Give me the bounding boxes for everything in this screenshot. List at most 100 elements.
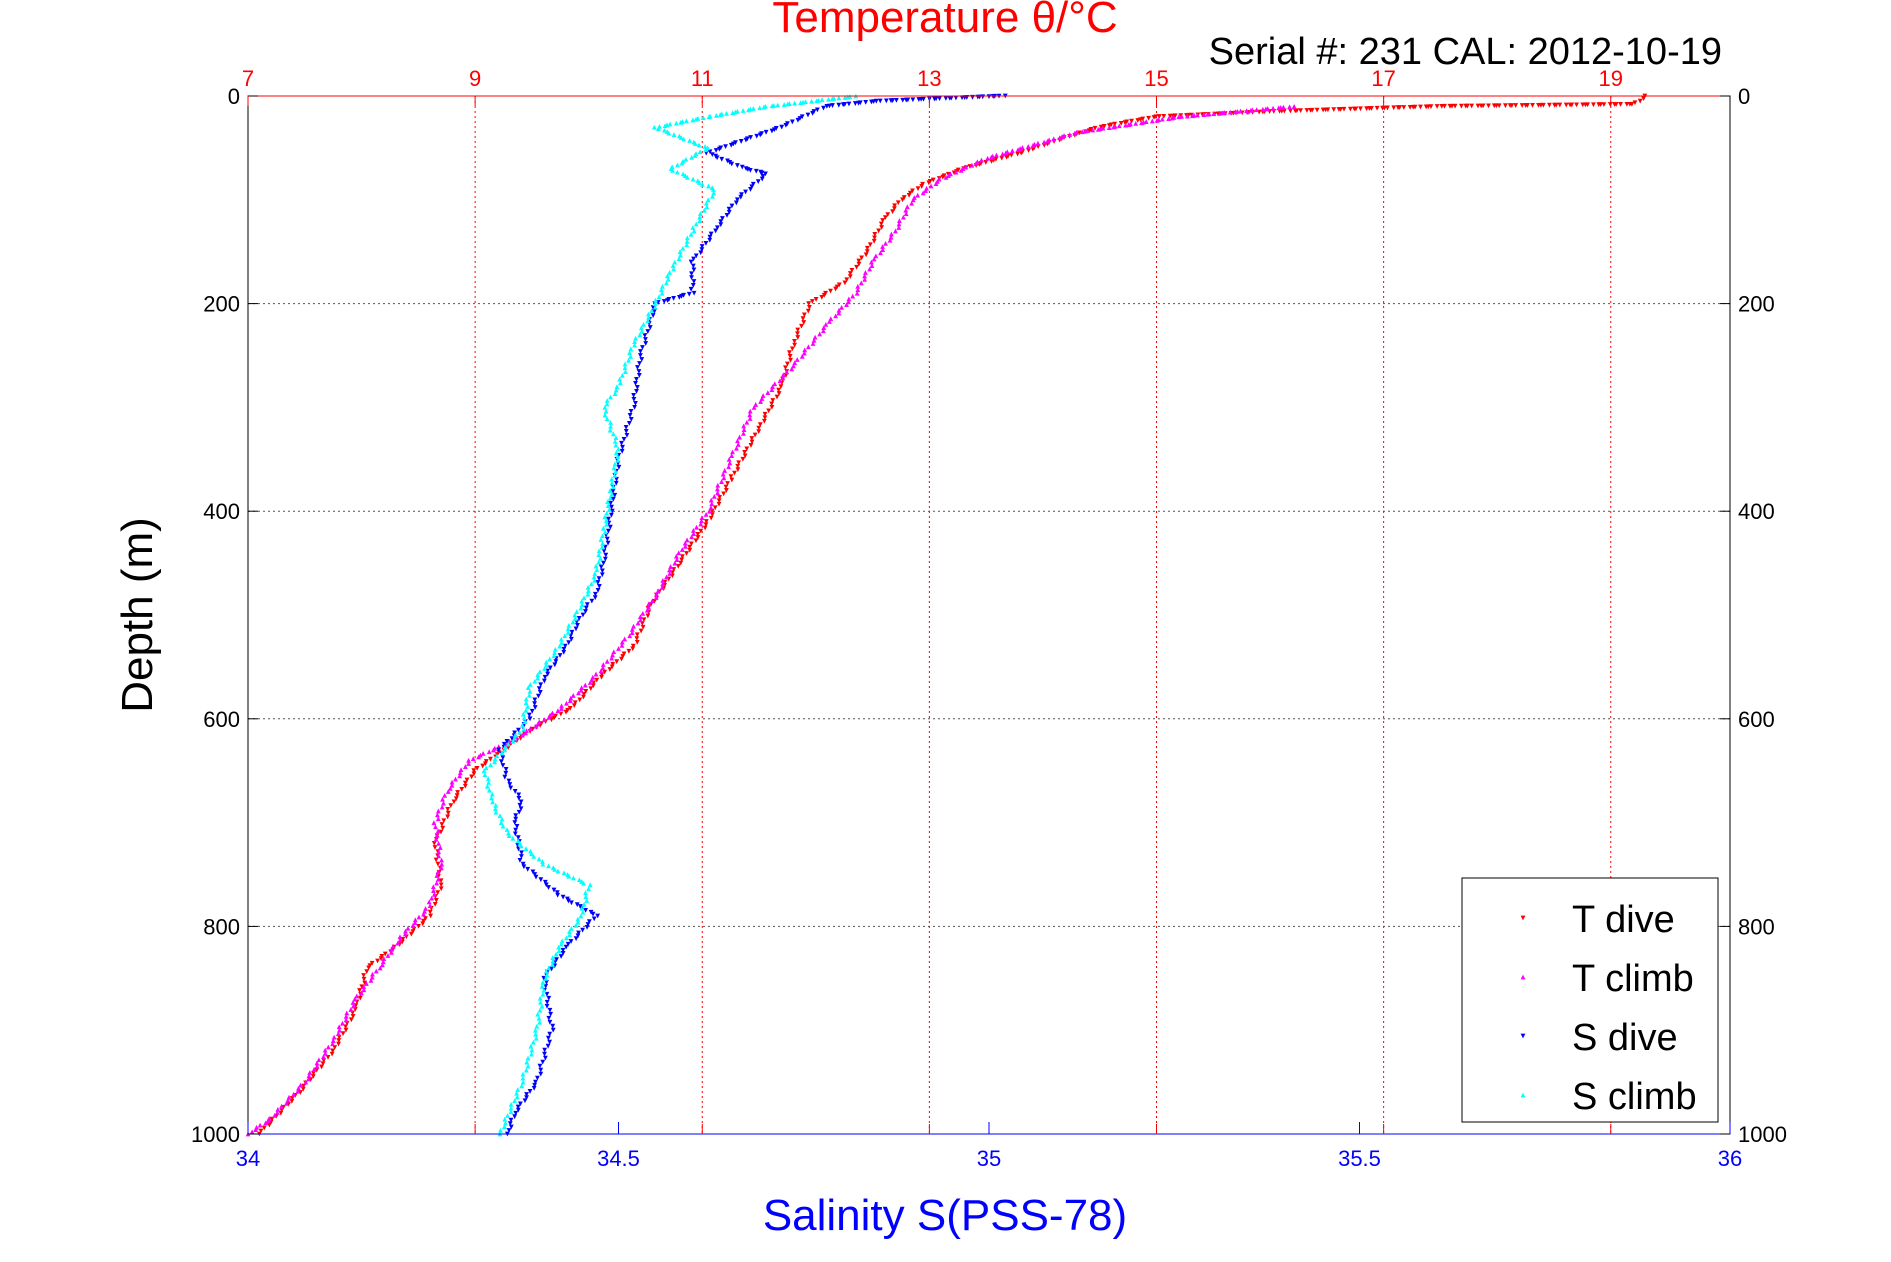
data-point: [596, 552, 602, 558]
data-point: [783, 365, 788, 371]
data-point: [1025, 143, 1031, 149]
data-point: [362, 980, 368, 986]
data-point: [1112, 121, 1118, 127]
data-point: [454, 793, 460, 799]
data-point: [679, 557, 685, 563]
data-point: [298, 1082, 303, 1088]
data-point: [600, 568, 605, 574]
data-point: [687, 547, 693, 553]
data-point: [698, 528, 704, 534]
data-point: [799, 323, 804, 329]
data-point: [678, 135, 684, 140]
data-point: [749, 184, 755, 190]
data-point: [526, 712, 532, 718]
data-point: [627, 412, 633, 418]
data-point: [616, 646, 621, 651]
data-point: [577, 697, 583, 703]
data-point: [510, 738, 516, 744]
data-point: [1009, 148, 1015, 154]
data-point: [380, 959, 386, 965]
data-point: [269, 1116, 275, 1122]
data-point: [1351, 106, 1357, 112]
data-point: [464, 777, 470, 783]
data-point: [946, 173, 951, 178]
data-point: [1287, 104, 1292, 110]
data-point: [715, 482, 721, 488]
data-point: [1116, 123, 1122, 129]
data-point: [559, 640, 564, 646]
data-point: [605, 499, 610, 505]
data-point: [800, 316, 806, 322]
data-point: [599, 674, 604, 680]
data-point: [542, 674, 548, 680]
data-point: [518, 843, 524, 849]
data-point: [609, 476, 615, 482]
data-point: [502, 747, 508, 753]
data-point: [690, 117, 696, 123]
data-point: [499, 750, 505, 756]
data-point: [846, 299, 851, 305]
data-point: [599, 572, 605, 578]
data-point: [1637, 98, 1643, 104]
data-point: [340, 1031, 346, 1037]
data-point: [781, 102, 787, 107]
data-point: [526, 692, 532, 698]
data-point: [1391, 105, 1397, 111]
data-point: [645, 329, 651, 334]
data-point: [536, 693, 541, 699]
data-point: [720, 216, 725, 221]
data-point: [551, 653, 557, 659]
data-point: [940, 174, 946, 180]
data-point: [728, 142, 734, 148]
data-point: [530, 869, 536, 875]
data-point: [370, 971, 375, 977]
data-point: [567, 932, 572, 938]
data-point: [500, 755, 506, 761]
data-point: [559, 938, 565, 944]
data-point: [592, 591, 598, 597]
data-point: [1292, 108, 1298, 114]
data-point: [492, 759, 497, 765]
data-point: [575, 916, 581, 922]
data-point: [410, 929, 416, 934]
data-point: [735, 463, 741, 469]
data-point: [933, 181, 939, 187]
data-point: [1291, 103, 1297, 109]
data-point: [763, 171, 768, 177]
data-point: [667, 270, 673, 275]
data-point: [527, 682, 533, 687]
data-point: [615, 454, 621, 459]
data-point: [630, 643, 636, 649]
data-point: [599, 672, 605, 678]
data-point: [540, 861, 546, 867]
data-point: [900, 214, 906, 220]
data-point: [442, 792, 448, 798]
data-point: [585, 591, 591, 597]
data-point: [743, 137, 749, 143]
data-point: [769, 401, 775, 407]
data-point: [620, 654, 626, 659]
data-point: [1139, 120, 1144, 126]
data-point: [700, 181, 705, 187]
data-point: [314, 1063, 320, 1069]
data-point: [735, 438, 740, 444]
data-point: [249, 1129, 255, 1135]
data-point: [611, 465, 617, 471]
data-point: [723, 488, 729, 493]
data-point: [351, 1003, 356, 1009]
data-point: [708, 497, 714, 503]
data-point: [608, 500, 614, 506]
data-point: [616, 464, 622, 470]
data-point: [691, 531, 696, 536]
data-point: [412, 920, 418, 926]
data-point: [896, 221, 902, 227]
data-point: [900, 97, 906, 103]
data-point: [871, 256, 877, 262]
data-point: [522, 719, 528, 725]
data-point: [538, 682, 544, 688]
data-point: [1248, 107, 1254, 113]
data-point: [821, 105, 826, 111]
data-point: [330, 1038, 336, 1043]
data-point: [696, 142, 702, 148]
data-point: [565, 629, 571, 635]
